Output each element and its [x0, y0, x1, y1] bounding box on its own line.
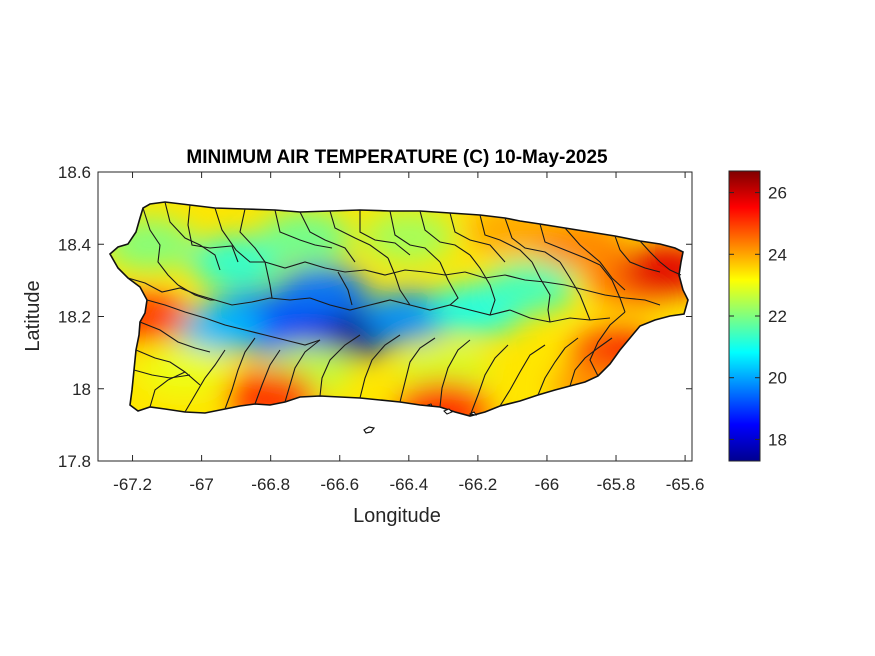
municipality-border: [599, 264, 626, 313]
municipality-border: [187, 204, 239, 263]
municipality-border: [274, 209, 333, 249]
colorbar-tick-label: 26: [768, 184, 787, 203]
y-tick-label: 18: [72, 380, 91, 399]
municipality-border: [359, 334, 401, 399]
municipality-border: [509, 309, 611, 323]
temperature-blob: [362, 290, 455, 343]
south-coast-cays: [426, 403, 478, 416]
municipality-border: [439, 339, 471, 408]
municipality-border: [469, 344, 509, 417]
colorbar-gradient: [728, 170, 761, 462]
municipality-border: [639, 240, 682, 276]
municipality-border: [164, 201, 221, 271]
municipality-border: [389, 210, 441, 263]
temperature-blob: [172, 301, 265, 354]
y-tick-label: 18.6: [58, 163, 91, 182]
municipality-border: [239, 208, 271, 286]
colorbar-tick-label: 18: [768, 430, 787, 449]
x-tick-label: -66: [535, 475, 560, 494]
municipality-border: [531, 261, 551, 323]
x-tick-label: -66.8: [251, 475, 290, 494]
y-axis-ticks: 18.6 18.4 18.2 18 17.8: [58, 163, 692, 471]
municipality-border: [319, 334, 361, 397]
municipality-border: [559, 261, 591, 321]
x-tick-label: -65.6: [666, 475, 705, 494]
municipality-border: [329, 210, 389, 259]
caja-de-muertos-island: [363, 426, 376, 434]
colorbar-ticks: 26 24 22 20 18: [729, 184, 787, 449]
x-tick-label: -67.2: [113, 475, 152, 494]
temperature-blob: [190, 236, 283, 289]
x-axis-ticks: -67.2 -67 -66.8 -66.6 -66.4 -66.2 -66 -65.8 -65.…: [113, 172, 704, 494]
x-tick-label: -67: [189, 475, 214, 494]
municipality-border: [504, 217, 561, 263]
temperature-blob: [362, 211, 455, 264]
municipality-border: [299, 211, 356, 263]
x-axis-label: Longitude: [353, 505, 441, 527]
municipality-border: [564, 227, 626, 291]
temperature-blob: [138, 344, 231, 397]
x-tick-label: -66.2: [459, 475, 498, 494]
municipality-border: [499, 344, 546, 407]
municipality-border: [419, 210, 471, 256]
coastline-outline: [108, 201, 689, 417]
municipality-border: [284, 339, 321, 403]
municipality-border: [409, 304, 511, 316]
municipality-border: [146, 299, 246, 331]
municipality-border: [254, 349, 281, 405]
municipality-border: [139, 321, 211, 353]
municipality-border: [479, 214, 533, 263]
temperature-blob: [621, 243, 688, 296]
municipality-border: [564, 284, 661, 306]
municipality-border: [364, 269, 466, 276]
municipality-border: [337, 271, 353, 306]
municipality-border: [449, 212, 506, 263]
municipality-border: [149, 371, 186, 408]
municipality-border: [539, 223, 601, 266]
temperature-blob: [397, 344, 490, 397]
y-tick-label: 17.8: [58, 452, 91, 471]
municipality-border: [569, 337, 613, 387]
municipality-border: [589, 311, 626, 377]
municipality-border: [537, 337, 579, 396]
municipality-border: [133, 369, 191, 379]
temperature-blob: [397, 380, 490, 416]
municipality-border: [269, 284, 273, 299]
municipality-border: [177, 284, 215, 301]
x-tick-label: -65.8: [597, 475, 636, 494]
municipality-border: [224, 337, 256, 410]
municipality-border: [214, 207, 265, 263]
municipality-border: [127, 277, 216, 301]
colorbar: 26 24 22 20 18: [728, 170, 787, 462]
municipality-border: [614, 235, 661, 273]
x-tick-label: -66.4: [389, 475, 428, 494]
municipality-border: [359, 210, 411, 256]
municipality-border: [387, 257, 411, 306]
municipality-border: [184, 349, 226, 413]
municipality-border: [135, 349, 201, 386]
y-axis-label: Latitude: [22, 280, 44, 351]
municipality-border: [464, 271, 566, 286]
municipality-border: [399, 337, 436, 403]
chart-title: MINIMUM AIR TEMPERATURE (C) 10-May-2025: [186, 147, 608, 168]
municipality-border: [309, 297, 411, 311]
municipality-border: [214, 297, 311, 306]
municipality-border: [142, 207, 179, 286]
x-tick-label: -66.6: [320, 475, 359, 494]
municipality-border: [439, 261, 459, 306]
municipality-border: [244, 329, 321, 346]
y-tick-label: 18.4: [58, 235, 91, 254]
temperature-blob: [276, 265, 369, 318]
colorbar-tick-label: 22: [768, 307, 787, 326]
temperature-blob: [483, 261, 576, 314]
municipality-border: [469, 254, 496, 316]
colorbar-tick-label: 24: [768, 245, 787, 264]
temperature-blob: [259, 211, 352, 264]
municipality-borders: [127, 201, 682, 417]
municipality-border: [264, 261, 366, 273]
y-tick-label: 18.2: [58, 308, 91, 327]
colorbar-tick-label: 20: [768, 369, 787, 388]
